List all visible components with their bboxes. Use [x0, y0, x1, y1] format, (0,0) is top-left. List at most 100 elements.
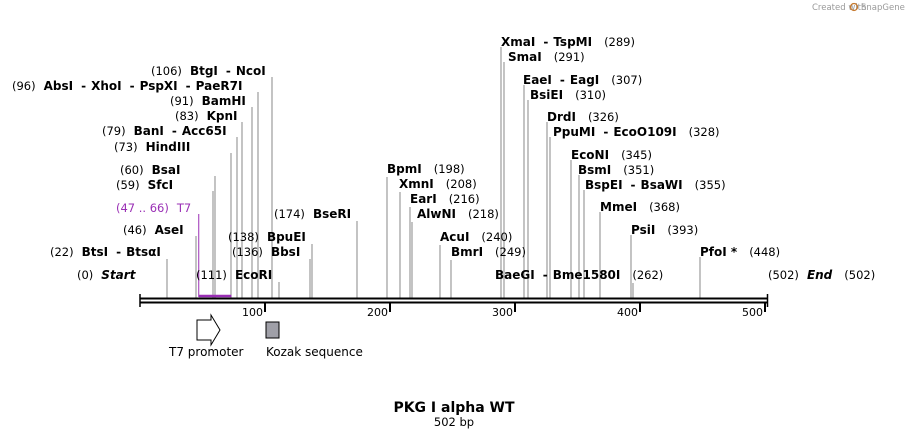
- site-ppumi[interactable]: PpuMI - EcoO109I (328): [553, 125, 720, 139]
- enzyme-name: AbsI: [44, 79, 73, 93]
- site-start[interactable]: (0) Start: [77, 268, 137, 282]
- enzyme-name: XhoI: [91, 79, 122, 93]
- site-position: (310): [575, 88, 606, 102]
- tick-label: 500: [742, 306, 763, 319]
- site-position: (136): [232, 245, 263, 259]
- site-ecori[interactable]: (111) EcoRI: [196, 268, 272, 282]
- enzyme-name: Start: [101, 268, 136, 282]
- enzyme-name: AcuI: [440, 230, 469, 244]
- site-hindiii[interactable]: (73) HindIII: [114, 140, 190, 154]
- site-position: (22): [50, 245, 74, 259]
- site-position: (96): [12, 79, 36, 93]
- site-name-separator: -: [186, 79, 191, 93]
- enzyme-name: PsiI: [631, 223, 655, 237]
- site-btgi[interactable]: (106) BtgI - NcoI: [151, 64, 266, 78]
- site-position: (111): [196, 268, 227, 282]
- site-position: (46): [123, 223, 147, 237]
- site-position: (218): [468, 207, 499, 221]
- site-absi[interactable]: (96) AbsI - XhoI - PspXI - PaeR7I: [12, 79, 242, 93]
- feature-t7-promoter[interactable]: T7 promoter: [168, 313, 244, 359]
- enzyme-name: BamHI: [202, 94, 246, 108]
- enzyme-name: BseRI: [313, 207, 351, 221]
- site-bbsi[interactable]: (136) BbsI: [232, 245, 300, 259]
- site-acui[interactable]: AcuI (240): [440, 230, 512, 244]
- site-mmei[interactable]: MmeI (368): [600, 200, 680, 214]
- site-bseri[interactable]: (174) BseRI: [274, 207, 351, 221]
- site-xmni[interactable]: XmnI (208): [399, 177, 477, 191]
- site-position: (0): [77, 268, 93, 282]
- enzyme-name: EcoO109I: [613, 125, 676, 139]
- site-bsmi[interactable]: BsmI (351): [578, 163, 654, 177]
- site-drdi[interactable]: DrdI (326): [547, 110, 619, 124]
- site-position: (345): [621, 148, 652, 162]
- site-name-separator: -: [543, 268, 548, 282]
- site-position: (208): [446, 177, 477, 191]
- enzyme-name: PpuMI: [553, 125, 595, 139]
- site-position: (393): [667, 223, 698, 237]
- enzyme-name: BtgI: [190, 64, 218, 78]
- site-position: (291): [554, 50, 585, 64]
- enzyme-name: BpuEI: [267, 230, 306, 244]
- enzyme-name: AseI: [155, 223, 184, 237]
- site-position: (138): [228, 230, 259, 244]
- site-bpuei[interactable]: (138) BpuEI: [228, 230, 306, 244]
- site-bmri[interactable]: BmrI (249): [451, 245, 526, 259]
- site-name-separator: -: [130, 79, 135, 93]
- enzyme-name: BmrI: [451, 245, 483, 259]
- primer-range: (47 .. 66): [116, 201, 169, 215]
- axis-ticks: 100 200 300 400 500: [139, 294, 769, 319]
- site-bpmi[interactable]: BpmI (198): [387, 162, 465, 176]
- site-position: (60): [120, 163, 144, 177]
- enzyme-name: BsmI: [578, 163, 611, 177]
- enzyme-name: BsaWI: [641, 178, 683, 192]
- feature-kozak-sequence[interactable]: Kozak sequence: [265, 321, 363, 359]
- credit-prefix: Created with: [812, 3, 866, 13]
- site-xmai[interactable]: XmaI - TspMI (289): [501, 35, 635, 49]
- site-position: (59): [116, 178, 140, 192]
- site-position: (502): [768, 268, 799, 282]
- site-position: (351): [623, 163, 654, 177]
- site-bspei[interactable]: BspEI - BsaWI (355): [585, 178, 726, 192]
- site-psii[interactable]: PsiI (393): [631, 223, 698, 237]
- site-btsi[interactable]: (22) BtsI - BtsαI: [50, 245, 161, 259]
- site-eaei[interactable]: EaeI - EagI (307): [523, 73, 642, 87]
- primer-t7[interactable]: (47 .. 66) T7: [116, 201, 232, 298]
- site-position: (73): [114, 140, 138, 154]
- enzyme-name: End: [807, 268, 833, 282]
- site-position: (448): [749, 245, 780, 259]
- snapgene-logo-icon: [849, 2, 859, 12]
- site-position: (262): [632, 268, 663, 282]
- enzyme-name: XmaI: [501, 35, 535, 49]
- tick-label: 200: [367, 306, 388, 319]
- feature-label: T7 promoter: [168, 345, 244, 359]
- site-baegi[interactable]: BaeGI - Bme1580I (262): [495, 268, 663, 282]
- enzyme-name: HindIII: [146, 140, 191, 154]
- enzyme-name: TspMI: [553, 35, 592, 49]
- map-length: 502 bp: [434, 415, 474, 429]
- site-position: (216): [449, 192, 480, 206]
- site-bsiei[interactable]: BsiEI (310): [530, 88, 606, 102]
- site-kpni[interactable]: (83) KpnI: [175, 109, 238, 123]
- enzyme-name: EarI: [410, 192, 437, 206]
- site-sfci[interactable]: (59) SfcI: [116, 178, 173, 192]
- site-bani[interactable]: (79) BanI - Acc65I: [102, 124, 227, 138]
- site-position: (368): [649, 200, 680, 214]
- site-eari[interactable]: EarI (216): [410, 192, 480, 206]
- site-bsai[interactable]: (60) BsaI: [120, 163, 180, 177]
- site-position: (326): [588, 110, 619, 124]
- site-end[interactable]: (502) End (502): [768, 268, 875, 282]
- site-asei[interactable]: (46) AseI: [123, 223, 184, 237]
- site-bamhi[interactable]: (91) BamHI: [170, 94, 246, 108]
- enzyme-name: EaeI: [523, 73, 552, 87]
- enzyme-name: EcoRI: [235, 268, 272, 282]
- site-econi[interactable]: EcoNI (345): [571, 148, 652, 162]
- site-position: (174): [274, 207, 305, 221]
- site-smai[interactable]: SmaI (291): [508, 50, 585, 64]
- site-name-separator: -: [603, 125, 608, 139]
- site-pfoi[interactable]: PfoI * (448): [700, 245, 780, 259]
- enzyme-name: DrdI: [547, 110, 576, 124]
- site-alwni[interactable]: AlwNI (218): [417, 207, 499, 221]
- site-position: (249): [495, 245, 526, 259]
- enzyme-name: EcoNI: [571, 148, 609, 162]
- tick-label: 400: [617, 306, 638, 319]
